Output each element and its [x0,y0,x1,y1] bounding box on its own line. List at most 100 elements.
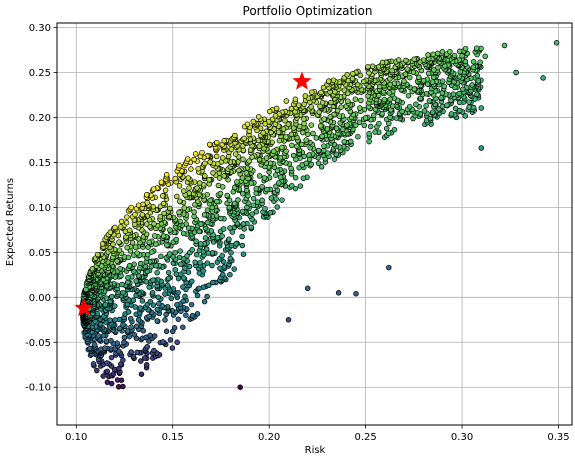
portfolio-point [227,255,234,262]
portfolio-point [207,159,213,165]
portfolio-point [139,211,146,218]
portfolio-point [283,98,290,104]
y-tick-label: 0.00 [29,293,51,304]
portfolio-point [124,244,130,251]
portfolio-point [321,143,327,149]
portfolio-point [154,306,161,313]
y-tick-label: 0.25 [29,68,51,79]
portfolio-point [199,149,205,156]
portfolio-point [126,227,133,234]
portfolio-point [165,275,172,282]
portfolio-point [100,333,107,339]
portfolio-point [112,317,118,323]
portfolio-point [180,230,187,237]
portfolio-point [186,185,192,191]
portfolio-point [235,197,241,203]
portfolio-point [189,312,196,319]
portfolio-point [138,371,145,377]
portfolio-point [146,313,152,320]
chart-title: Portfolio Optimization [243,4,373,18]
portfolio-point [174,193,180,200]
portfolio-point [201,298,208,305]
portfolio-point [292,96,299,103]
portfolio-point [125,328,131,334]
portfolio-point [182,293,188,300]
x-tick-label: 0.25 [354,432,376,443]
portfolio-point [430,51,436,58]
portfolio-point [456,48,463,55]
portfolio-point [362,115,369,121]
portfolio-point [127,315,134,322]
portfolio-point [215,182,222,189]
portfolio-point [424,81,431,87]
portfolio-point [386,90,393,96]
portfolio-point [405,92,412,99]
portfolio-point [159,193,166,199]
portfolio-point [104,379,111,386]
portfolio-point [259,197,265,204]
portfolio-point [103,295,110,301]
portfolio-point [239,175,246,181]
plot-frame [56,22,573,426]
portfolio-point [188,301,195,308]
portfolio-point [255,137,262,144]
portfolio-point [117,265,123,272]
portfolio-point [315,147,322,154]
portfolio-point [153,241,159,247]
portfolio-point [92,342,98,348]
portfolio-point [202,235,209,241]
portfolio-point [114,258,120,264]
maximum-sharpe-ratio-star [292,71,312,90]
portfolio-point [108,337,114,344]
x-tick-label: 0.30 [451,432,473,443]
portfolio-point [473,45,480,51]
portfolio-point [206,177,212,183]
portfolio-point [90,361,97,367]
portfolio-point [425,52,431,58]
portfolio-point [319,133,325,140]
portfolio-point [209,262,215,269]
portfolio-point [356,119,363,126]
portfolio-point [192,259,198,266]
portfolio-point [299,162,305,168]
portfolio-point [163,328,170,335]
portfolio-point [450,91,457,97]
x-tick-label: 0.10 [65,432,87,443]
x-axis-label: Risk [305,445,326,456]
portfolio-point [217,265,223,271]
portfolio-point [241,135,247,142]
portfolio-point [411,86,418,92]
portfolio-point [214,198,220,205]
portfolio-point [221,173,227,179]
portfolio-point [140,328,147,334]
portfolio-point [360,78,367,85]
portfolio-point [462,113,469,119]
y-tick-label: 0.30 [29,23,51,34]
portfolio-point [452,105,459,112]
portfolio-point [198,221,204,227]
portfolio-point [132,211,138,218]
portfolio-point [406,103,413,110]
portfolio-point [292,174,299,181]
portfolio-point [248,224,254,231]
portfolio-point [120,383,126,390]
portfolio-point [133,278,139,284]
portfolio-point [107,229,114,236]
portfolio-point [151,347,157,354]
portfolio-point [188,166,194,172]
portfolio-point [220,155,226,161]
portfolio-point [460,86,466,93]
portfolio-point [234,179,240,185]
portfolio-point [167,227,173,233]
portfolio-point [352,96,359,102]
portfolio-point [138,358,144,364]
portfolio-point [162,317,168,323]
portfolio-point [302,93,309,99]
portfolio-point [439,103,446,110]
portfolio-point [289,142,295,149]
portfolio-point [353,290,359,297]
y-axis-ticks: -0.10 -0.05 0.00 0.05 0.10 0.15 0.20 0.25 0.30 [25,23,57,394]
portfolio-point [99,241,106,247]
portfolio-point [240,190,246,197]
portfolio-point [313,135,320,141]
